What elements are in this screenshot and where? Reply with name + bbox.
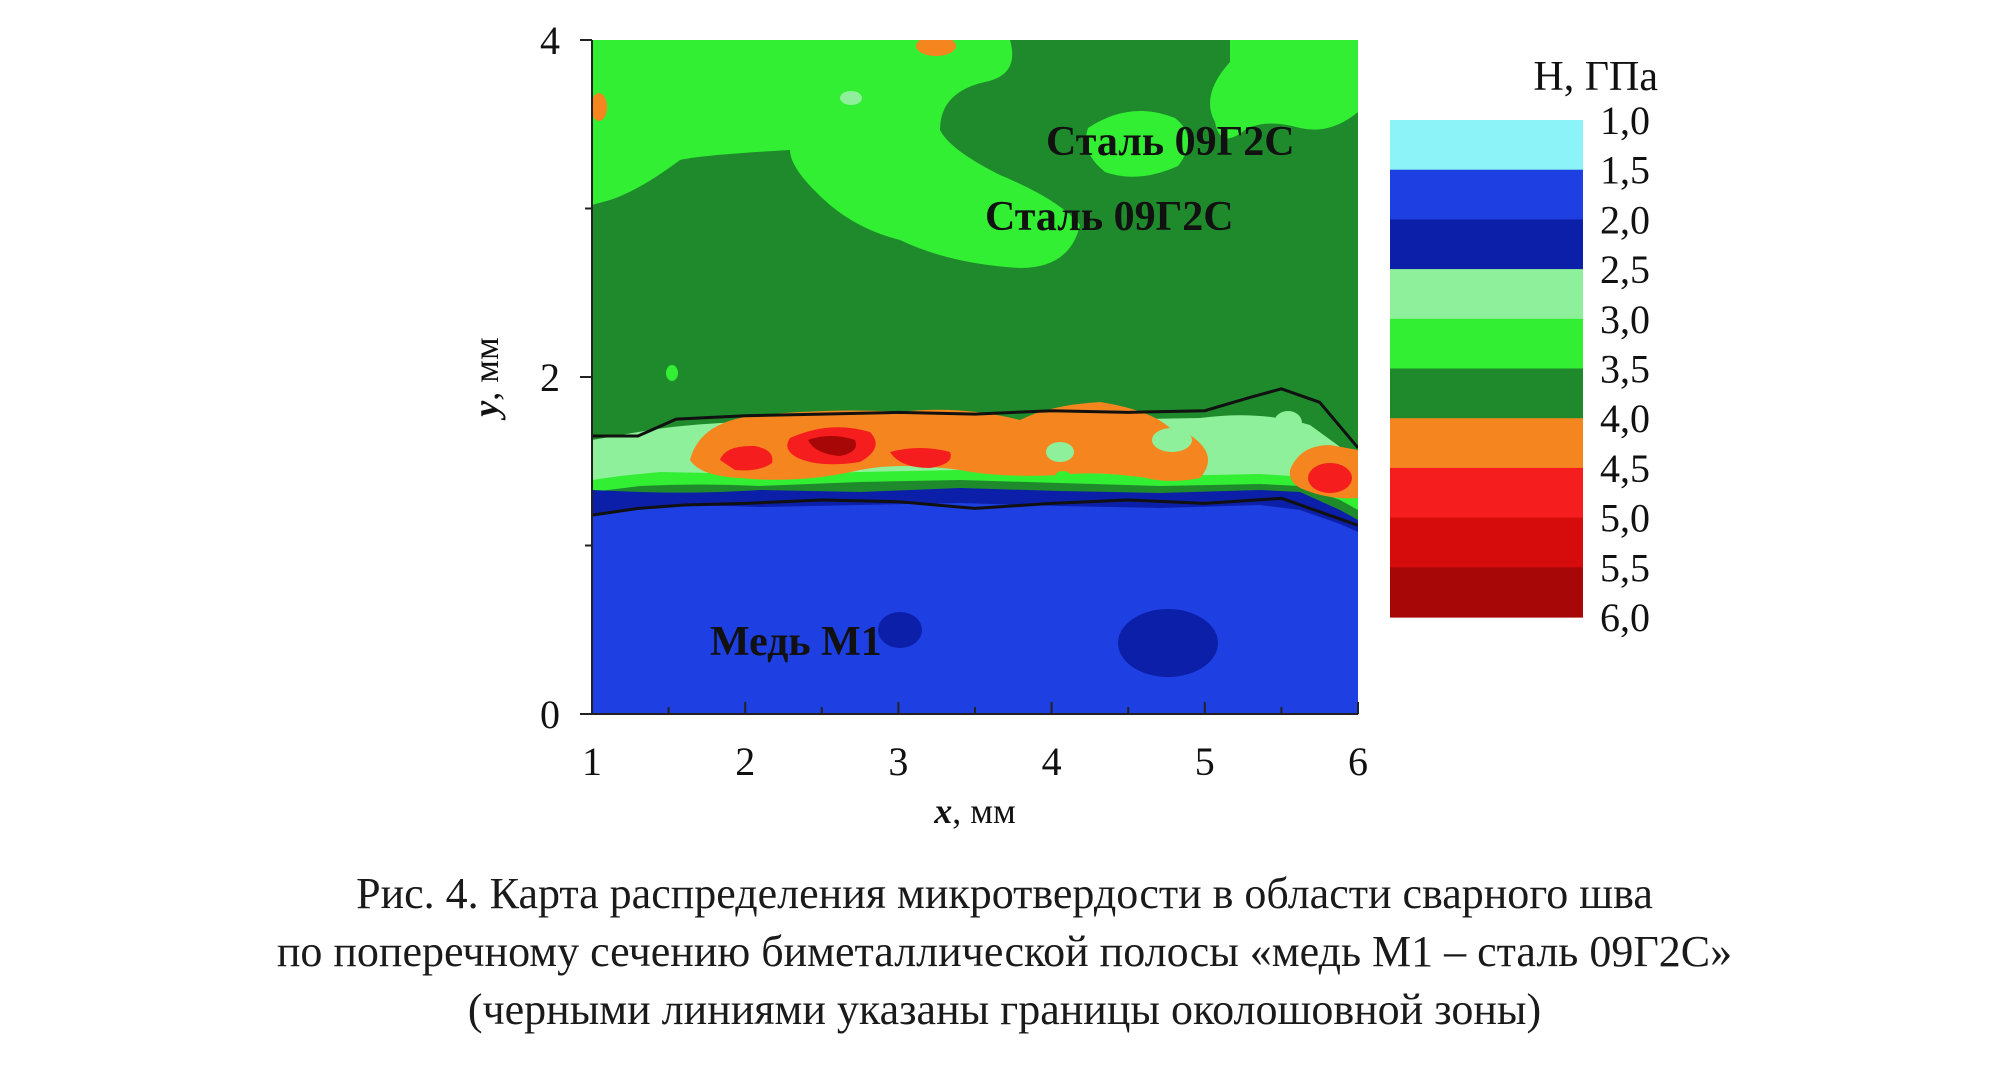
- colorbar-title: H, ГПа: [1533, 54, 1658, 100]
- figure-caption: Рис. 4. Карта распределения микротвердос…: [0, 865, 2009, 1039]
- caption-line-2: по поперечному сечению биметаллической п…: [276, 927, 1733, 976]
- copper-blue-region: [592, 503, 1358, 714]
- caption-line-3: (черными линиями указаны границы околошо…: [467, 985, 1542, 1034]
- x-tick-label: 6: [1348, 739, 1368, 784]
- colorbar-label: 6,0: [1600, 595, 1650, 640]
- colorbar-label: 3,0: [1600, 297, 1650, 342]
- colorbar-swatch: [1390, 269, 1583, 320]
- weld-pale-spot-3: [1046, 442, 1074, 462]
- y-tick-label: 2: [540, 355, 560, 400]
- x-tick-label: 4: [1042, 739, 1062, 784]
- weld-darkred-core: [808, 436, 856, 456]
- colorbar-swatch: [1390, 368, 1583, 419]
- weld-red-4: [1308, 463, 1352, 493]
- weld-green-spot: [1055, 471, 1071, 483]
- colorbar-swatch: [1390, 567, 1583, 618]
- colorbar-swatch: [1390, 169, 1583, 220]
- label-steel-1: Сталь 09Г2С: [1046, 119, 1295, 165]
- caption-line-1: Рис. 4. Карта распределения микротвердос…: [356, 869, 1653, 918]
- weld-pale-spot-1: [1274, 411, 1302, 435]
- steel-orange-spot-1: [916, 40, 956, 56]
- label-steel-2: Сталь 09Г2С: [985, 194, 1234, 240]
- x-tick-label: 2: [735, 739, 755, 784]
- colorbar: 1,0 1,52,0 2,5 3,0 3,54,0 4,5 5,05,5 6,0: [1390, 98, 1650, 640]
- colorbar-label: 5,0: [1600, 496, 1650, 541]
- steel-light-patch-1: [592, 40, 1080, 268]
- colorbar-label: 4,0: [1600, 396, 1650, 441]
- heatmap-plot: Сталь 09Г2С Сталь 09Г2С Медь М1: [592, 40, 1358, 714]
- colorbar-swatch: [1390, 120, 1583, 171]
- x-tick-label: 5: [1195, 739, 1215, 784]
- colorbar-swatch: [1390, 517, 1583, 568]
- label-copper: Медь М1: [710, 619, 882, 665]
- weld-red-3: [890, 448, 951, 468]
- colorbar-label: 4,5: [1600, 446, 1650, 491]
- colorbar-swatch: [1390, 219, 1583, 270]
- colorbar-label: 1,5: [1600, 148, 1650, 193]
- y-tick-label: 0: [540, 692, 560, 737]
- steel-orange-spot-2: [592, 93, 607, 121]
- copper-dark-spot-2: [878, 612, 922, 648]
- colorbar-label: 3,5: [1600, 347, 1650, 392]
- y-tick-label: 4: [540, 18, 560, 63]
- x-tick-label: 1: [582, 739, 602, 784]
- colorbar-swatch: [1390, 467, 1583, 519]
- colorbar-label: 5,5: [1600, 545, 1650, 590]
- steel-pale-spot: [840, 91, 862, 105]
- colorbar-swatch: [1390, 318, 1583, 370]
- copper-dark-spot-1: [1118, 609, 1218, 677]
- y-axis-label: y, мм: [466, 337, 506, 421]
- colorbar-label: 2,5: [1600, 247, 1650, 292]
- steel-light-patch-2: [1210, 40, 1358, 139]
- weld-pale-spot-2: [1152, 428, 1192, 452]
- boundary-line-lower: [592, 496, 1358, 527]
- colorbar-label: 1,0: [1600, 98, 1650, 143]
- y-ticks: 0 2 4: [540, 18, 592, 737]
- steel-light-patch-3: [1086, 110, 1189, 177]
- steel-light-patch-4: [662, 98, 714, 126]
- steel-light-spot: [666, 365, 678, 381]
- x-tick-label: 3: [888, 739, 908, 784]
- x-axis-label: x, мм: [933, 791, 1016, 831]
- colorbar-label: 2,0: [1600, 197, 1650, 242]
- colorbar-swatch: [1390, 418, 1583, 469]
- boundary-line-upper: [592, 387, 1358, 449]
- x-ticks: 1 2 3 4 5 6: [582, 702, 1368, 784]
- weld-red-1: [720, 445, 773, 471]
